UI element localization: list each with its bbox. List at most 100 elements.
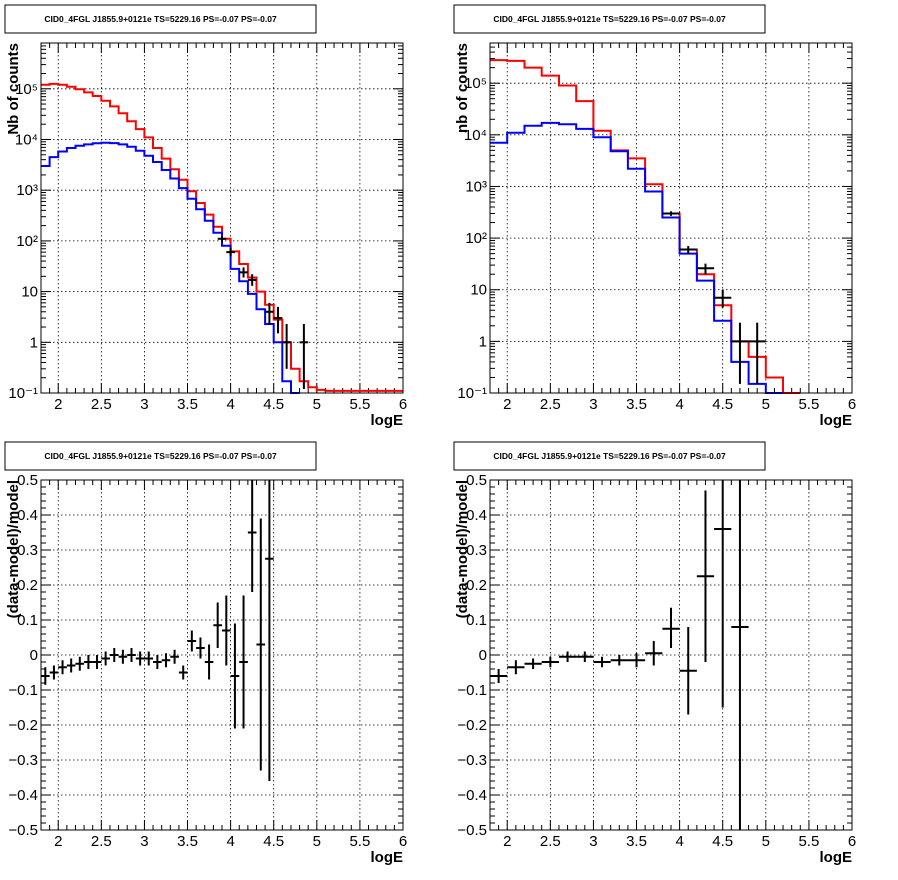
y-tick-label: 0.1 [17,612,38,629]
data-point [92,655,102,669]
data-point [49,665,59,680]
lower-left-residual-panel: CID0_4FGL J1855.9+0121e TS=5229.16 PS=-0… [0,437,449,875]
upper-right-counts-panel: CID0_4FGL J1855.9+0121e TS=5229.16 PS=-0… [449,0,898,437]
data-point [714,289,732,308]
y-tick-label: 0.1 [466,612,487,629]
y-tick-label: 10⁻¹ [457,385,487,402]
data-point [230,623,240,729]
x-tick-label: 5 [313,833,321,850]
y-tick-label: 0.3 [466,542,487,559]
y-tick-label: −0.4 [8,787,38,804]
y-tick-label: 0 [479,647,487,664]
data-point [679,246,697,254]
y-tick-label: −0.3 [457,752,487,769]
data-point [127,648,136,662]
y-tick-label: 0.3 [17,542,38,559]
y-tick-label: 0.4 [17,507,38,524]
x-tick-label: 4.5 [263,396,284,413]
upper-left-counts-panel: CID0_4FGL J1855.9+0121e TS=5229.16 PS=-0… [0,0,449,437]
data-point [299,323,309,389]
y-tick-label: −0.2 [457,717,487,734]
data-point [662,607,680,648]
data-point [265,302,274,325]
data-point [265,480,274,781]
data-point [75,656,85,671]
y-tick-label: −0.3 [8,752,38,769]
y-tick-label: 10⁻¹ [8,385,38,402]
x-tick-label: 3 [589,833,597,850]
data-point [576,651,594,662]
x-tick-label: 2.5 [540,833,561,850]
data-point [256,518,266,771]
plot-frame [489,42,853,394]
data-point [490,669,508,683]
data-point [101,651,110,666]
data-point [226,248,235,257]
upper-left-counts-chart: CID0_4FGL J1855.9+0121e TS=5229.16 PS=-0… [4,4,407,429]
x-tick-label: 5 [313,396,321,413]
x-tick-label: 3.5 [177,833,198,850]
plot-frame [40,479,404,831]
x-axis-label: logE [820,849,853,866]
data-point [204,644,214,680]
data-point [239,595,248,729]
x-tick-label: 3.5 [626,833,647,850]
data-point [58,660,67,675]
x-tick-label: 2 [503,833,511,850]
upper-right-counts-chart: CID0_4FGL J1855.9+0121e TS=5229.16 PS=-0… [453,4,856,429]
plot-frame [40,42,404,394]
data-point [213,602,222,648]
x-axis-label: logE [820,412,853,429]
y-tick-label: 10⁵ [15,81,38,98]
data-point [282,323,291,369]
data-point [41,667,50,685]
data-point [247,480,257,592]
data-point [714,480,732,708]
title-box [453,441,766,471]
y-tick-label: −0.1 [457,682,487,699]
x-tick-label: 2.5 [91,833,112,850]
x-tick-label: 5.5 [349,396,370,413]
x-tick-label: 3.5 [177,396,198,413]
data-point [109,648,119,662]
data-point [662,211,680,216]
data-point [170,649,179,664]
chart-title: CID0_4FGL J1855.9+0121e TS=5229.16 PS=-0… [493,451,726,461]
x-tick-label: 6 [399,833,407,850]
x-tick-label: 3 [140,833,148,850]
x-tick-label: 4 [226,396,234,413]
y-tick-label: −0.5 [457,822,487,839]
data-point [507,660,525,675]
y-tick-label: 10² [16,233,38,250]
y-tick-label: 0.4 [466,507,487,524]
y-tick-label: 10 [21,284,38,301]
x-tick-label: 2 [503,396,511,413]
y-tick-label: −0.2 [8,717,38,734]
x-tick-label: 3 [140,396,148,413]
data-point [222,595,231,666]
histogram-series-0 [490,59,801,394]
lower-right-residual-chart: CID0_4FGL J1855.9+0121e TS=5229.16 PS=-0… [453,441,856,866]
data-point [696,490,715,662]
data-point [187,630,197,652]
y-tick-label: 0 [30,647,38,664]
lower-left-residual-chart: CID0_4FGL J1855.9+0121e TS=5229.16 PS=-0… [4,441,407,866]
data-point [748,322,766,384]
x-tick-label: 5 [762,396,770,413]
y-tick-label: 0.2 [17,577,38,594]
title-box [453,4,766,34]
x-tick-label: 3 [589,396,597,413]
x-tick-label: 5 [762,833,770,850]
y-tick-label: 10 [470,282,487,299]
y-tick-label: 10³ [16,182,38,199]
x-tick-label: 3.5 [626,396,647,413]
y-tick-label: 1 [30,334,38,351]
x-tick-label: 5.5 [798,833,819,850]
x-tick-label: 4.5 [712,833,733,850]
data-point [217,235,227,243]
x-tick-label: 6 [848,833,856,850]
y-tick-label: 0.5 [17,472,38,489]
y-axis-label: nb of counts [454,43,471,133]
y-tick-label: 1 [479,333,487,350]
